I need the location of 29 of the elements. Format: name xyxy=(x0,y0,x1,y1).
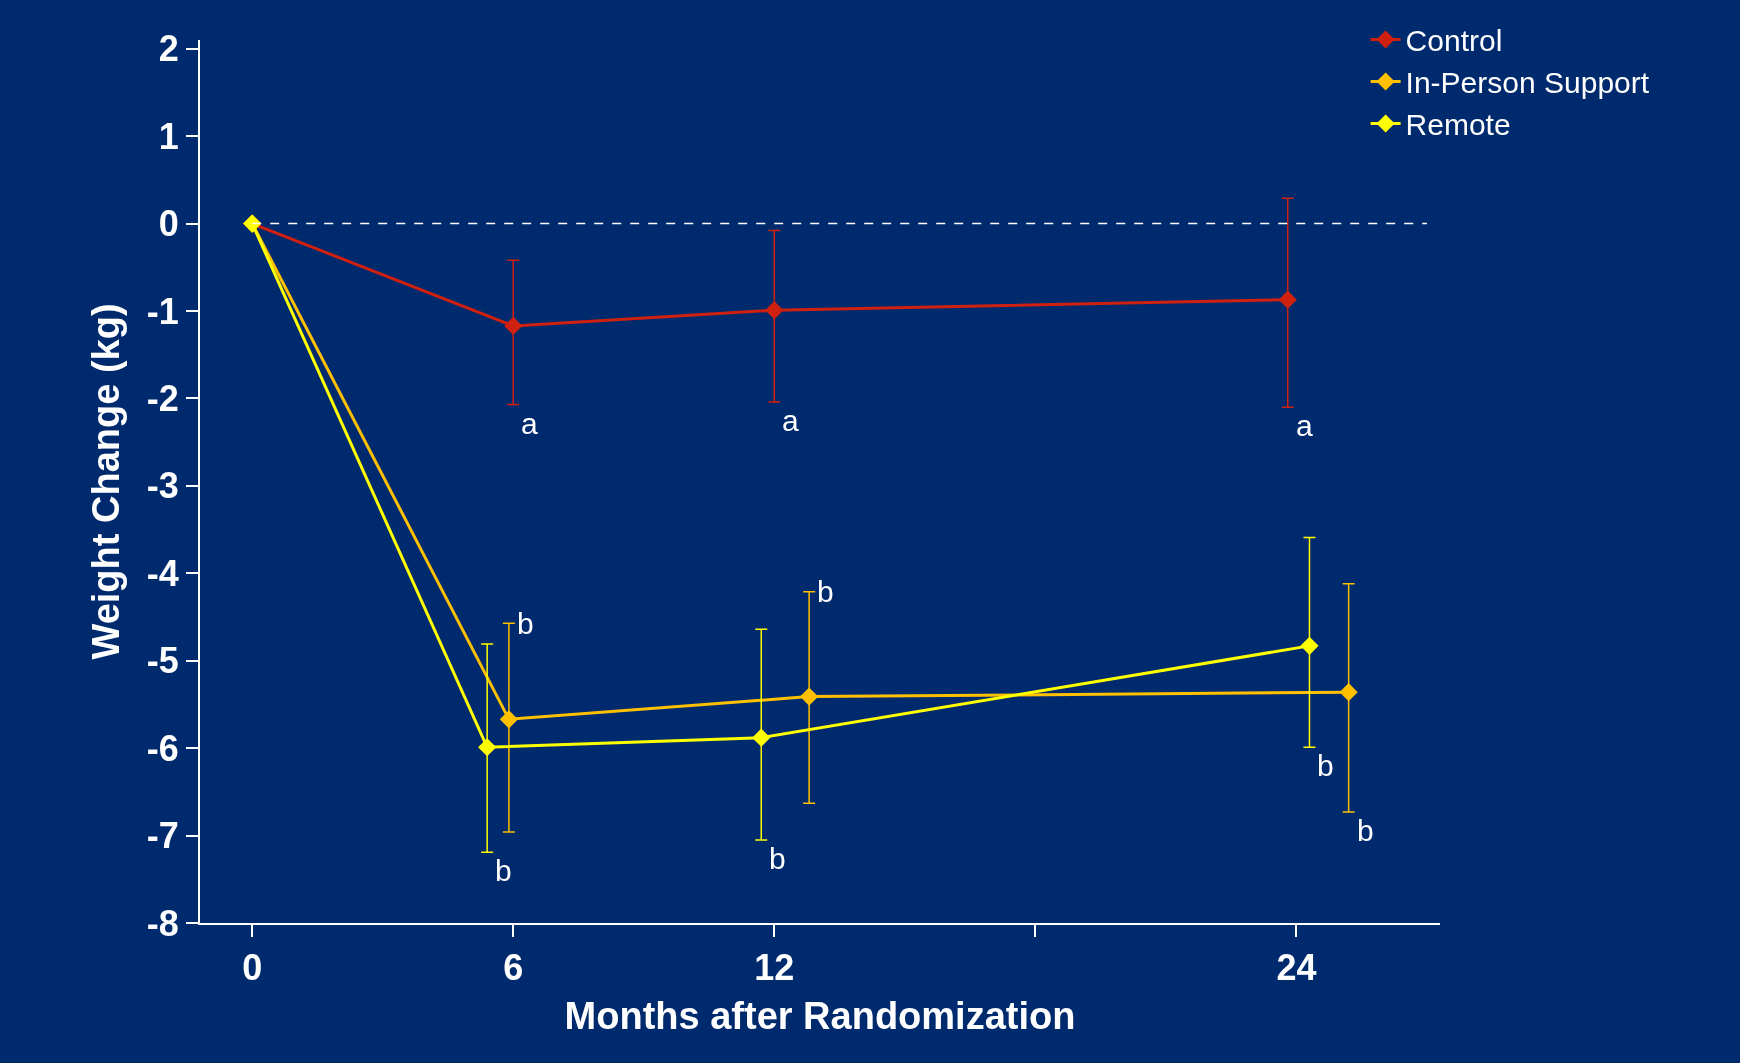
annotation: b xyxy=(517,607,534,640)
y-tick-label: 1 xyxy=(158,115,179,157)
y-tick-label: -4 xyxy=(146,552,179,594)
x-tick-label: 0 xyxy=(242,947,263,989)
annotation: b xyxy=(817,575,834,608)
annotation: a xyxy=(782,404,799,437)
y-tick-label: -2 xyxy=(146,378,179,420)
legend-label: In-Person Support xyxy=(1405,66,1650,100)
y-tick-label: -3 xyxy=(146,465,179,507)
annotation: a xyxy=(1296,409,1313,442)
x-tick-label: 24 xyxy=(1276,947,1317,989)
y-tick-label: -7 xyxy=(146,815,179,857)
x-axis-title: Months after Randomization xyxy=(564,994,1076,1037)
legend-label: Control xyxy=(1405,24,1503,58)
legend-label: Remote xyxy=(1405,108,1511,142)
y-tick-label: 2 xyxy=(158,28,179,70)
x-tick-label: 12 xyxy=(754,947,795,989)
x-tick-label: 6 xyxy=(503,947,524,989)
annotation: b xyxy=(495,854,512,887)
y-tick-label: -6 xyxy=(146,727,179,769)
annotation: b xyxy=(1317,749,1334,782)
y-tick-label: -1 xyxy=(146,290,179,332)
y-tick-label: -5 xyxy=(146,640,179,682)
annotation: b xyxy=(1357,814,1374,847)
y-tick-label: 0 xyxy=(158,203,179,245)
annotation: b xyxy=(769,842,786,875)
y-tick-label: -8 xyxy=(146,902,179,944)
y-axis-title: Weight Change (kg) xyxy=(85,303,128,660)
annotation: a xyxy=(521,407,538,440)
